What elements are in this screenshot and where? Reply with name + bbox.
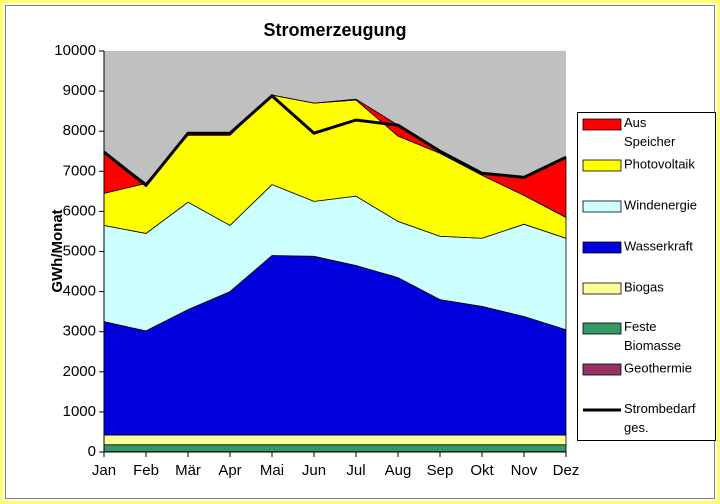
legend-swatch [582,241,622,254]
legend-label: Wasserkraft [624,238,693,253]
legend-swatch [582,282,622,295]
y-tick-label: 1000 [63,403,96,420]
y-tick-label: 0 [88,443,96,460]
x-tick-label: Feb [133,462,159,479]
x-tick-label: Jan [92,462,116,479]
y-axis-label: GWh/Monat [49,209,66,292]
legend-swatch [582,159,622,172]
legend-swatch [582,118,622,131]
chart-title: Stromerzeugung [263,20,406,40]
y-tick-label: 7000 [63,162,96,179]
x-tick-label: Mär [175,462,201,479]
legend-swatch [582,363,622,376]
y-tick-label: 9000 [63,82,96,99]
x-tick-label: Mai [260,462,284,479]
legend-label: Feste Biomasse [624,319,681,353]
x-tick-label: Apr [218,462,241,479]
area [103,444,567,452]
legend-label: Strombedarf ges. [624,401,699,435]
x-tick-label: Jul [346,462,365,479]
x-tick-label: Dez [553,462,580,479]
legend-label: Geothermie [624,360,692,375]
y-tick-label: 2000 [63,363,96,380]
legend-label: Windenergie [624,197,697,212]
legend-swatch [582,322,622,335]
x-tick-label: Sep [427,462,454,479]
x-tick-label: Nov [511,462,538,479]
y-tick-label: 3000 [63,323,96,340]
y-tick-label: 10000 [54,42,96,59]
legend-box [577,112,716,441]
legend-label: Aus Speicher [624,115,676,149]
legend-swatch [582,200,622,213]
y-tick-label: 8000 [63,122,96,139]
legend-label: Biogas [624,279,664,294]
y-tick-label: 6000 [63,202,96,219]
x-tick-label: Aug [385,462,412,479]
y-tick-label: 4000 [63,283,96,300]
x-tick-label: Okt [470,462,494,479]
x-tick-label: Jun [302,462,326,479]
y-tick-label: 5000 [63,242,96,259]
demand-line [103,93,567,188]
legend-label: Photovoltaik [624,156,695,171]
area [103,434,567,446]
